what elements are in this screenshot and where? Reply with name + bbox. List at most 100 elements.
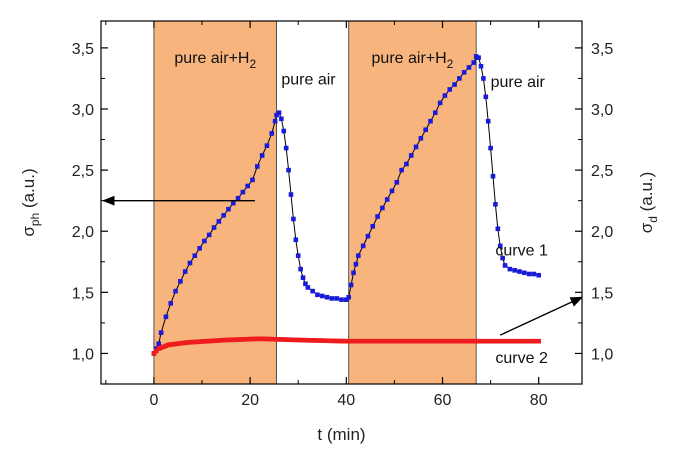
series-2-point-80 <box>341 338 347 344</box>
series-2-point-10 <box>173 341 178 347</box>
series-1-point-17 <box>221 213 226 218</box>
series-2-point-97 <box>382 338 388 344</box>
series-2-point-1 <box>151 351 157 356</box>
series-2-point-82 <box>346 338 352 344</box>
series-2-point-35 <box>233 337 238 342</box>
series-2-point-145 <box>497 338 503 344</box>
series-1-point-99 <box>536 272 542 278</box>
series-2-point-149 <box>507 338 513 344</box>
series-2-point-116 <box>428 338 433 344</box>
series-1-point-23 <box>250 177 255 183</box>
series-2-point-93 <box>372 338 378 344</box>
series-2-point-40 <box>245 336 251 342</box>
series-2-point-5 <box>161 344 166 350</box>
series-2-point-63 <box>300 337 306 343</box>
y-right-tick-label-4: 2,5 <box>591 163 613 180</box>
series-2-point-19 <box>194 339 200 345</box>
series-2-point-53 <box>276 337 282 342</box>
x-tick-label-1: 0 <box>149 392 158 409</box>
series-2-point-71 <box>319 338 325 343</box>
series-1-point-74 <box>447 87 453 92</box>
series-2-point-101 <box>392 338 397 344</box>
series-2-point-6 <box>163 343 169 349</box>
series-1-point-45 <box>319 293 325 299</box>
series-1-point-66 <box>408 153 414 158</box>
series-2-point-160 <box>534 338 539 344</box>
series-2-point-111 <box>416 338 421 344</box>
series-2-point-128 <box>457 338 462 344</box>
series-2-point-42 <box>250 336 255 342</box>
series-2-point-29 <box>218 338 224 343</box>
series-1-point-7 <box>173 288 178 294</box>
series-1-point-81 <box>476 55 481 60</box>
series-1-point-75 <box>452 82 457 87</box>
series-1-point-30 <box>276 110 282 115</box>
y-left-tick-label-5: 3,0 <box>72 102 94 119</box>
curve-annotation-2: curve 2 <box>495 350 548 367</box>
series-2-point-136 <box>476 338 481 344</box>
series-2-point-127 <box>454 338 460 344</box>
series-2 <box>151 336 542 356</box>
series-2-point-56 <box>283 337 289 342</box>
shaded-region-2 <box>348 21 477 384</box>
series-2-point-60 <box>293 337 299 343</box>
pure-air-label-1: pure air <box>281 72 336 89</box>
series-2-point-117 <box>430 338 436 344</box>
series-2-point-94 <box>375 338 380 344</box>
series-1-point-37 <box>293 237 299 243</box>
series-2-point-47 <box>262 336 267 342</box>
series-2-point-113 <box>420 338 426 344</box>
y-right-tick-label-6: 3,5 <box>591 41 613 58</box>
series-1-point-65 <box>404 161 409 167</box>
series-2-point-161 <box>536 338 542 344</box>
series-1-point-25 <box>259 153 265 158</box>
series-2-point-37 <box>238 337 243 342</box>
series-1-point-98 <box>531 271 537 277</box>
series-1-point-35 <box>288 192 294 197</box>
series-2-point-39 <box>243 337 248 342</box>
series-2-point-98 <box>384 338 390 344</box>
series-2-point-4 <box>158 345 164 350</box>
series-1-point-38 <box>295 253 301 258</box>
series-2-point-44 <box>255 336 260 342</box>
series-2-point-112 <box>418 338 424 344</box>
series-2-point-23 <box>204 338 210 344</box>
series-1-point-55 <box>356 253 361 258</box>
series-1-point-4 <box>158 330 164 335</box>
curve-annotation-1: curve 1 <box>495 243 548 260</box>
series-1-point-40 <box>300 275 306 280</box>
series-1-point-49 <box>339 297 344 302</box>
series-2-point-137 <box>478 338 484 344</box>
y-right-tick-label-2: 1,5 <box>591 285 613 302</box>
series-2-point-99 <box>387 338 392 344</box>
series-1-point-10 <box>187 260 193 266</box>
x-tick-label-4: 60 <box>434 392 452 409</box>
series-1-point-29 <box>274 112 279 118</box>
series-2-point-83 <box>348 338 354 344</box>
series-2-point-12 <box>178 341 183 346</box>
series-1-point-85 <box>485 118 491 124</box>
series-2-point-16 <box>187 339 193 345</box>
series-1-point-9 <box>182 269 188 274</box>
region-label-1: pure air+H2 <box>174 50 256 71</box>
series-1-point-52 <box>348 282 354 288</box>
series-1-point-76 <box>457 76 462 81</box>
series-1-point-54 <box>353 261 359 267</box>
series-2-point-89 <box>363 338 368 344</box>
series-1-point-72 <box>437 100 443 106</box>
series-1-point-69 <box>423 127 428 133</box>
shaded-regions <box>153 21 477 384</box>
series-1-point-20 <box>235 195 241 201</box>
series-2-point-140 <box>485 338 491 344</box>
series-1-point-93 <box>507 266 513 272</box>
series-2-point-3 <box>156 346 162 351</box>
y-left-tick-label-4: 2,5 <box>72 163 94 180</box>
series-2-point-72 <box>322 338 327 343</box>
pure-air-label-2: pure air <box>491 74 546 91</box>
series-2-point-153 <box>517 338 522 344</box>
series-2-point-125 <box>449 338 455 344</box>
series-1-point-27 <box>269 131 275 136</box>
y-right-axis-title: σd (a.u.) <box>637 172 660 234</box>
series-2-point-64 <box>303 337 308 343</box>
